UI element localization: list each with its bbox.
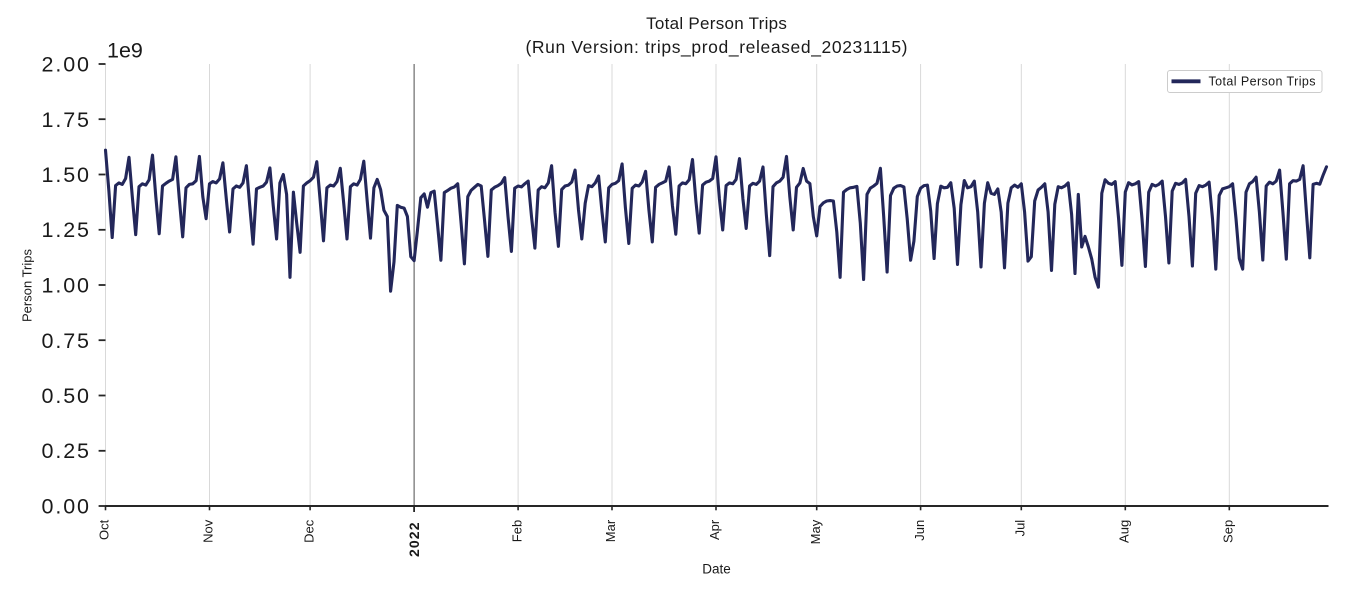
svg-text:0.50: 0.50 xyxy=(42,384,90,408)
svg-text:May: May xyxy=(808,519,823,544)
svg-text:1e9: 1e9 xyxy=(107,39,143,63)
svg-text:0.75: 0.75 xyxy=(42,329,90,353)
svg-text:1.50: 1.50 xyxy=(42,163,90,187)
svg-text:Date: Date xyxy=(702,562,731,577)
svg-text:0.25: 0.25 xyxy=(42,439,90,463)
svg-text:Oct: Oct xyxy=(97,519,112,540)
svg-text:Jul: Jul xyxy=(1013,520,1028,537)
svg-text:Aug: Aug xyxy=(1117,520,1132,543)
svg-text:1.25: 1.25 xyxy=(42,218,90,242)
svg-text:2.00: 2.00 xyxy=(42,53,90,77)
svg-text:Total Person Trips: Total Person Trips xyxy=(646,14,787,33)
svg-text:Feb: Feb xyxy=(509,520,524,542)
svg-text:Person Trips: Person Trips xyxy=(20,249,35,322)
svg-text:Nov: Nov xyxy=(201,519,216,543)
svg-text:Apr: Apr xyxy=(707,519,722,540)
svg-text:1.00: 1.00 xyxy=(42,274,90,298)
svg-text:Dec: Dec xyxy=(301,519,316,543)
svg-text:Total Person Trips: Total Person Trips xyxy=(1209,75,1316,89)
svg-text:2022: 2022 xyxy=(406,522,422,557)
svg-text:Mar: Mar xyxy=(603,519,618,542)
svg-text:Sep: Sep xyxy=(1221,520,1236,543)
svg-text:0.00: 0.00 xyxy=(42,495,90,519)
svg-text:(Run Version: trips_prod_relea: (Run Version: trips_prod_released_202311… xyxy=(526,37,908,58)
svg-text:Jun: Jun xyxy=(912,520,927,541)
svg-text:1.75: 1.75 xyxy=(42,108,90,132)
